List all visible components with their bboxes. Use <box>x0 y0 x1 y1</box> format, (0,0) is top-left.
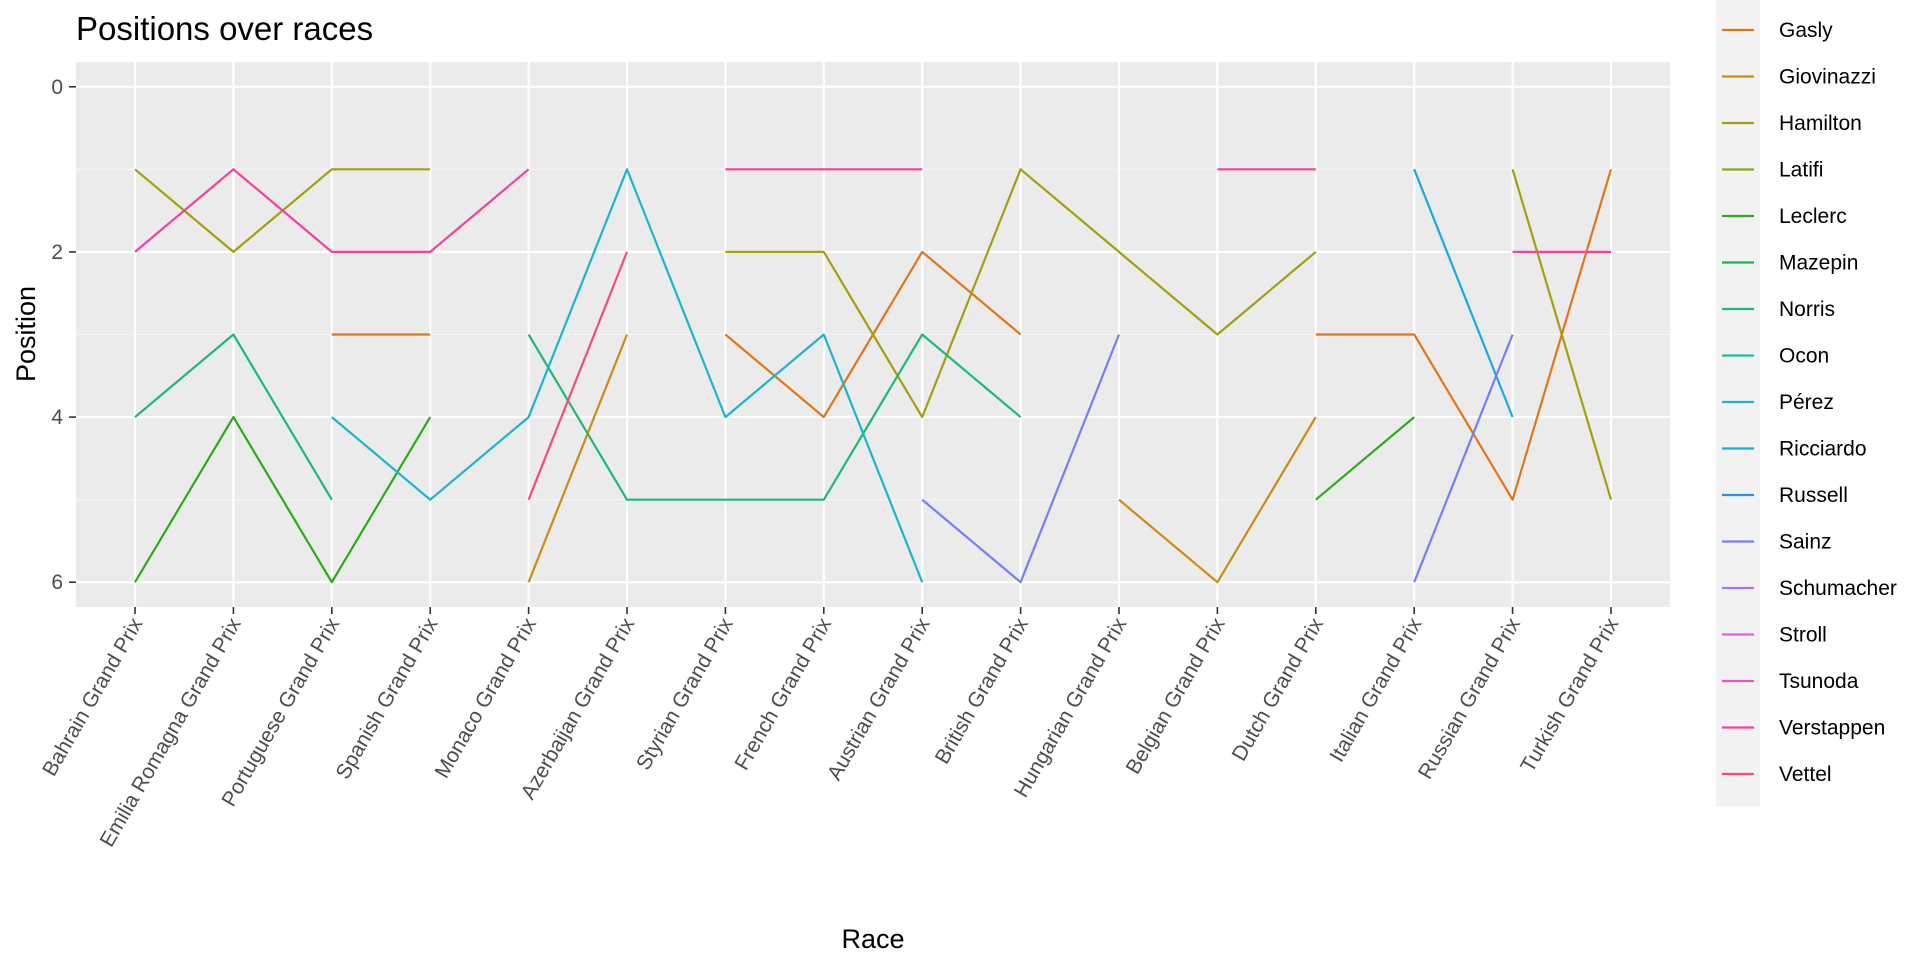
legend-item: Giovinazzi <box>1722 66 1876 89</box>
series-giovinazzi <box>527 334 1317 584</box>
y-tick-label: 2 <box>51 241 63 264</box>
x-tick-label: Spanish Grand Prix <box>332 614 443 784</box>
y-tick-label: 6 <box>51 571 63 594</box>
legend-item: Vettel <box>1722 763 1832 786</box>
series-line-segment <box>331 168 924 583</box>
series-line-segment <box>527 333 1022 501</box>
series-p-rez <box>331 168 924 583</box>
x-tick-label: Bahrain Grand Prix <box>38 614 147 781</box>
legend-item: Latifi <box>1722 159 1823 182</box>
series-line-segment <box>527 251 629 501</box>
x-tick-label: Belgian Grand Prix <box>1122 614 1230 779</box>
series-line-segment <box>725 168 1317 419</box>
x-tick-label: Monaco Grand Prix <box>431 614 542 783</box>
x-tick-label: Dutch Grand Prix <box>1228 614 1329 765</box>
series-line-segment <box>134 416 432 584</box>
legend-label: Hamilton <box>1779 112 1862 135</box>
legend-item: Leclerc <box>1722 205 1847 228</box>
legend-label: Pérez <box>1779 391 1834 414</box>
series-line-segment <box>527 334 629 583</box>
legend-item: Hamilton <box>1722 112 1862 135</box>
series-leclerc <box>134 416 1415 584</box>
x-tick-label: Russian Grand Prix <box>1414 614 1525 784</box>
legend-label: Mazepin <box>1779 252 1858 275</box>
y-axis-title: Position <box>11 286 41 382</box>
legend-item: Gasly <box>1722 19 1833 42</box>
legend-label: Vettel <box>1779 763 1832 786</box>
series-line-segment <box>134 333 333 501</box>
legend-label: Latifi <box>1779 159 1823 182</box>
legend: Gasly Giovinazzi Hamilton Latifi Leclerc Maze… <box>1716 0 1897 807</box>
series-norris <box>134 333 1022 501</box>
x-tick-label: Turkish Grand Prix <box>1516 614 1623 777</box>
legend-item: Sainz <box>1722 531 1832 554</box>
series-line-segment <box>1118 416 1317 584</box>
chart-title: Positions over races <box>76 10 373 47</box>
x-tick-label: Hungarian Grand Prix <box>1010 614 1132 802</box>
x-tick-label: Austrian Grand Prix <box>823 614 935 785</box>
legend-label: Sainz <box>1779 531 1832 554</box>
x-axis-title: Race <box>841 924 904 954</box>
series-line-segment <box>134 168 530 253</box>
series-line-segment <box>921 334 1121 584</box>
legend-item: Ricciardo <box>1722 438 1867 461</box>
legend-label: Ricciardo <box>1779 438 1867 461</box>
legend-label: Giovinazzi <box>1779 66 1876 89</box>
legend-item: Norris <box>1722 298 1835 321</box>
x-tick-label: Azerbaijan Grand Prix <box>517 614 640 804</box>
legend-item: Tsunoda <box>1722 670 1859 693</box>
legend-item: Pérez <box>1722 391 1834 414</box>
legend-label: Leclerc <box>1779 205 1847 228</box>
series-vettel <box>527 251 629 501</box>
legend-background <box>1716 0 1760 807</box>
series-line-segment <box>1315 416 1415 501</box>
x-tick-label: French Grand Prix <box>730 614 836 775</box>
legend-item: Stroll <box>1722 624 1827 647</box>
legend-label: Schumacher <box>1779 577 1897 600</box>
series-sainz <box>921 334 1514 584</box>
legend-item: Russell <box>1722 484 1848 507</box>
series-line-segment <box>1413 334 1514 583</box>
legend-item: Mazepin <box>1722 252 1858 275</box>
y-tick-label: 0 <box>51 76 63 99</box>
x-tick-label: British Grand Prix <box>931 614 1033 768</box>
legend-label: Gasly <box>1779 19 1833 42</box>
x-tick-label: Italian Grand Prix <box>1325 614 1426 766</box>
legend-item: Ocon <box>1722 345 1829 368</box>
legend-label: Tsunoda <box>1779 670 1859 693</box>
x-tick-label: Styrian Grand Prix <box>632 614 738 775</box>
legend-label: Ocon <box>1779 345 1829 368</box>
series-line-segment <box>1511 168 1613 501</box>
legend-label: Russell <box>1779 484 1848 507</box>
series-verstappen <box>134 168 1611 253</box>
legend-item: Verstappen <box>1722 717 1885 740</box>
legend-label: Stroll <box>1779 624 1827 647</box>
series-lines <box>134 168 1613 584</box>
legend-label: Verstappen <box>1779 717 1885 740</box>
y-tick-label: 4 <box>51 406 63 429</box>
legend-label: Norris <box>1779 298 1835 321</box>
y-axis: 0 2 4 6 <box>51 76 76 594</box>
x-tick-label: Portuguese Grand Prix <box>217 614 344 811</box>
legend-item: Schumacher <box>1722 577 1897 600</box>
